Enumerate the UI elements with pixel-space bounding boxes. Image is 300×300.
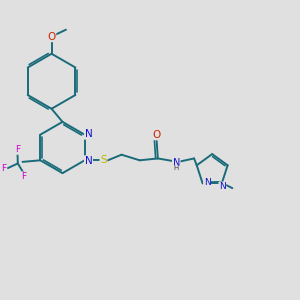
Text: N: N: [85, 156, 92, 166]
Text: N: N: [219, 182, 226, 191]
Text: S: S: [100, 155, 107, 165]
Text: F: F: [15, 145, 20, 154]
Text: O: O: [47, 32, 56, 42]
Text: F: F: [2, 164, 7, 172]
Text: H: H: [174, 165, 179, 171]
Text: N: N: [85, 129, 92, 139]
Text: F: F: [21, 172, 26, 181]
Text: O: O: [152, 130, 161, 140]
Text: N: N: [172, 158, 180, 167]
Text: N: N: [204, 178, 210, 187]
